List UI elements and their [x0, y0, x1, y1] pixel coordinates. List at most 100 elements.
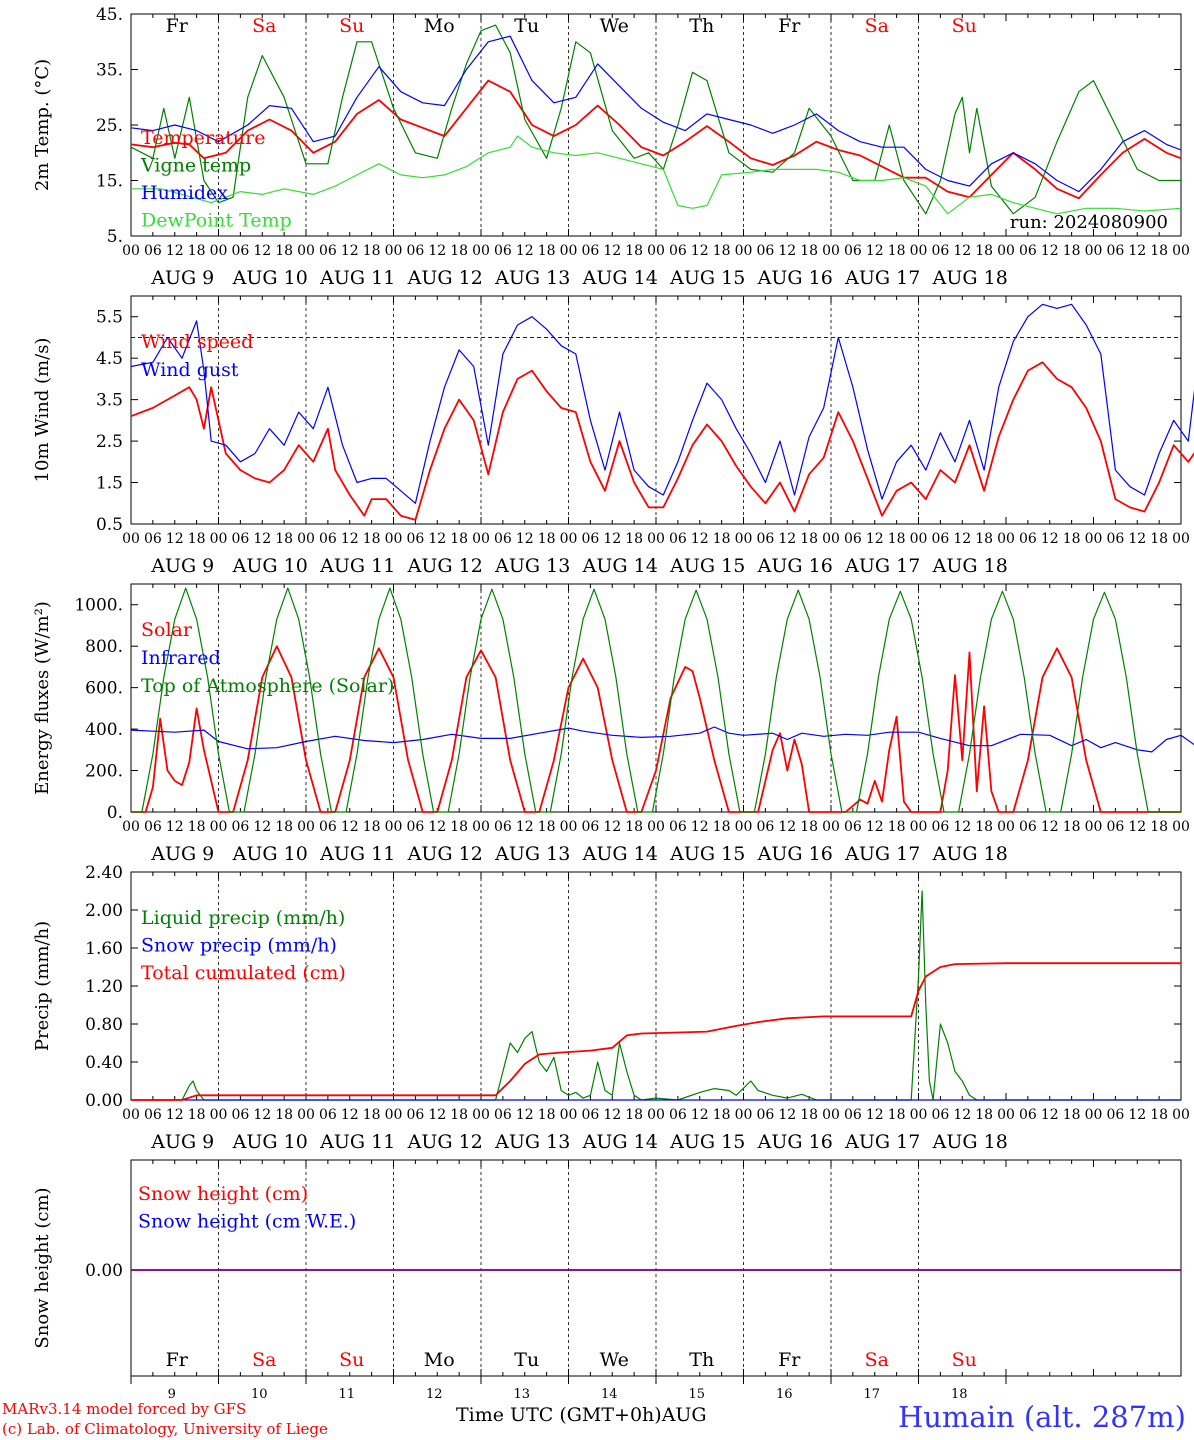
series-line [130, 24, 1181, 215]
hour-tick-label: 18 [800, 243, 818, 259]
x-axis-title: Time UTC (GMT+0h)AUG [456, 1404, 707, 1426]
hour-tick-label: 06 [581, 1107, 599, 1123]
day-number: 17 [863, 1387, 880, 1402]
day-name: Tu [514, 1349, 539, 1371]
hour-tick-label: 00 [210, 531, 228, 547]
date-label: AUG 13 [494, 1131, 570, 1153]
hour-tick-label: 18 [538, 819, 556, 835]
hour-tick-label: 06 [1106, 1107, 1124, 1123]
hour-tick-label: 12 [1128, 531, 1146, 547]
y-axis-label: Energy fluxes (W/m²) [32, 601, 53, 795]
legend-entry: Infrared [141, 647, 221, 669]
day-number: 9 [168, 1387, 176, 1402]
hour-tick-label: 12 [253, 243, 271, 259]
hour-tick-label: 18 [1150, 1107, 1168, 1123]
day-name: Su [339, 1349, 364, 1371]
hour-tick-label: 00 [997, 819, 1015, 835]
day-number: 13 [513, 1387, 530, 1402]
date-label: AUG 18 [932, 555, 1008, 577]
date-label: AUG 10 [232, 555, 308, 577]
hour-tick-label: 00 [647, 531, 665, 547]
date-label: AUG 10 [232, 843, 308, 865]
hour-tick-label: 18 [275, 531, 293, 547]
day-number: 15 [688, 1387, 705, 1402]
day-name: We [600, 15, 629, 37]
day-name: We [600, 1349, 629, 1371]
hour-tick-label: 12 [166, 819, 184, 835]
date-label: AUG 11 [319, 267, 395, 289]
hour-tick-label: 06 [406, 819, 424, 835]
y-tick-label: 200. [85, 762, 123, 782]
hour-tick-label: 12 [428, 1107, 446, 1123]
hour-tick-label: 06 [756, 531, 774, 547]
legend-entry: Liquid precip (mm/h) [141, 907, 345, 929]
hour-tick-label: 00 [297, 531, 315, 547]
hour-tick-label: 00 [1172, 531, 1190, 547]
hour-tick-label: 12 [691, 531, 709, 547]
hour-tick-label: 12 [516, 1107, 534, 1123]
date-label: AUG 10 [232, 1131, 308, 1153]
site-name: Humain (alt. 287m) [897, 1400, 1186, 1434]
hour-tick-label: 00 [210, 819, 228, 835]
date-label: AUG 14 [582, 555, 658, 577]
hour-tick-label: 00 [210, 1107, 228, 1123]
hour-tick-label: 12 [341, 1107, 359, 1123]
y-tick-label: 2.5 [96, 432, 123, 452]
hour-tick-label: 06 [844, 243, 862, 259]
hour-tick-label: 06 [844, 819, 862, 835]
hour-tick-label: 12 [603, 531, 621, 547]
day-name: Sa [252, 15, 276, 37]
date-label: AUG 13 [494, 267, 570, 289]
hour-tick-label: 18 [1063, 531, 1081, 547]
day-name: Mo [424, 15, 455, 37]
hour-tick-label: 18 [713, 1107, 731, 1123]
y-tick-label: 0.40 [85, 1053, 123, 1073]
hour-tick-label: 00 [560, 1107, 578, 1123]
hour-tick-label: 06 [231, 243, 249, 259]
hour-tick-label: 12 [603, 243, 621, 259]
hour-tick-label: 18 [450, 1107, 468, 1123]
hour-tick-label: 18 [363, 819, 381, 835]
date-label: AUG 14 [582, 843, 658, 865]
date-label: AUG 17 [844, 1131, 920, 1153]
day-number: 10 [251, 1387, 268, 1402]
date-label: AUG 9 [150, 267, 214, 289]
hour-tick-label: 06 [931, 1107, 949, 1123]
y-tick-label: 1.5 [96, 474, 123, 494]
hour-tick-label: 12 [778, 531, 796, 547]
hour-tick-label: 12 [516, 243, 534, 259]
y-tick-label: 0.00 [85, 1261, 123, 1281]
legend-entry: Solar [141, 619, 193, 641]
hour-tick-label: 18 [188, 819, 206, 835]
hour-tick-label: 06 [319, 1107, 337, 1123]
hour-tick-label: 12 [516, 531, 534, 547]
hour-tick-label: 12 [691, 819, 709, 835]
hour-tick-label: 12 [866, 1107, 884, 1123]
y-tick-label: 0.00 [85, 1091, 123, 1111]
hour-tick-label: 06 [669, 243, 687, 259]
hour-tick-label: 18 [975, 819, 993, 835]
hour-tick-label: 18 [888, 819, 906, 835]
date-label: AUG 13 [494, 843, 570, 865]
hour-tick-label: 18 [1150, 819, 1168, 835]
date-label: AUG 17 [844, 843, 920, 865]
date-label: AUG 16 [757, 555, 833, 577]
y-tick-label: 2.40 [85, 863, 123, 883]
hour-tick-label: 18 [625, 531, 643, 547]
hour-tick-label: 12 [1041, 243, 1059, 259]
y-tick-label: 1.20 [85, 977, 123, 997]
hour-tick-label: 18 [188, 1107, 206, 1123]
date-label: AUG 9 [150, 555, 214, 577]
y-tick-label: 1000. [74, 596, 123, 616]
hour-tick-label: 06 [1019, 819, 1037, 835]
hour-tick-label: 12 [516, 819, 534, 835]
hour-tick-label: 12 [866, 531, 884, 547]
hour-tick-label: 00 [122, 819, 140, 835]
y-tick-label: 3.5 [96, 391, 123, 411]
legend-entry: Top of Atmosphere (Solar) [141, 675, 394, 697]
date-label: AUG 17 [844, 267, 920, 289]
hour-tick-label: 06 [669, 531, 687, 547]
hour-tick-label: 06 [319, 531, 337, 547]
hour-tick-label: 12 [778, 243, 796, 259]
hour-tick-label: 06 [406, 531, 424, 547]
